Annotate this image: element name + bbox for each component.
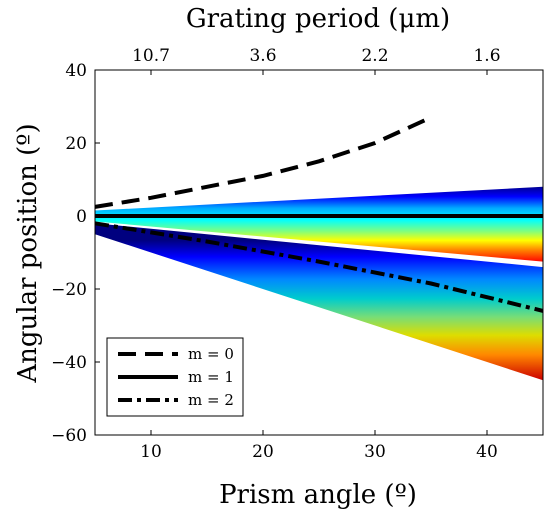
x-tick-label: 40: [476, 442, 498, 462]
top-tick-label: 3.6: [249, 46, 276, 66]
y-tick-label: 0: [76, 207, 87, 227]
spectral-bands: [95, 186, 543, 381]
y-tick-label: −40: [51, 353, 87, 373]
y-tick-labels: 40 20 0 −20 −40 −60: [51, 61, 87, 446]
top-tick-label: 1.6: [473, 46, 500, 66]
plot-frame: [94, 69, 544, 436]
band-m2: [95, 223, 543, 381]
band-m1: [95, 186, 543, 262]
x-tick-label: 10: [140, 442, 162, 462]
y-tick-label: −60: [51, 426, 87, 446]
top-tick-label: 2.2: [361, 46, 388, 66]
legend-label-m2: m = 2: [188, 391, 234, 409]
y-tick-label: 40: [65, 61, 87, 81]
data-series: [94, 115, 544, 313]
series-line-m2: [94, 221, 544, 313]
x-tick-label: 20: [252, 442, 274, 462]
series-line-m0: [94, 115, 432, 209]
x-axis-title: Prism angle (º): [219, 480, 417, 510]
y-tick-label: −20: [51, 280, 87, 300]
legend: m = 0 m = 1 m = 2: [106, 337, 244, 417]
x-tick-labels: 10 20 30 40: [140, 442, 498, 462]
axis-ticks: [95, 69, 488, 436]
top-tick-label: 10.7: [132, 46, 170, 66]
x-tick-label: 30: [364, 442, 386, 462]
legend-label-m1: m = 1: [188, 368, 234, 386]
y-axis-title: Angular position (º): [13, 123, 43, 383]
legend-label-m0: m = 0: [188, 345, 234, 363]
y-tick-label: 20: [65, 134, 87, 154]
top-tick-labels: 10.7 3.6 2.2 1.6: [132, 46, 500, 66]
top-axis-title: Grating period (μm): [186, 4, 450, 34]
